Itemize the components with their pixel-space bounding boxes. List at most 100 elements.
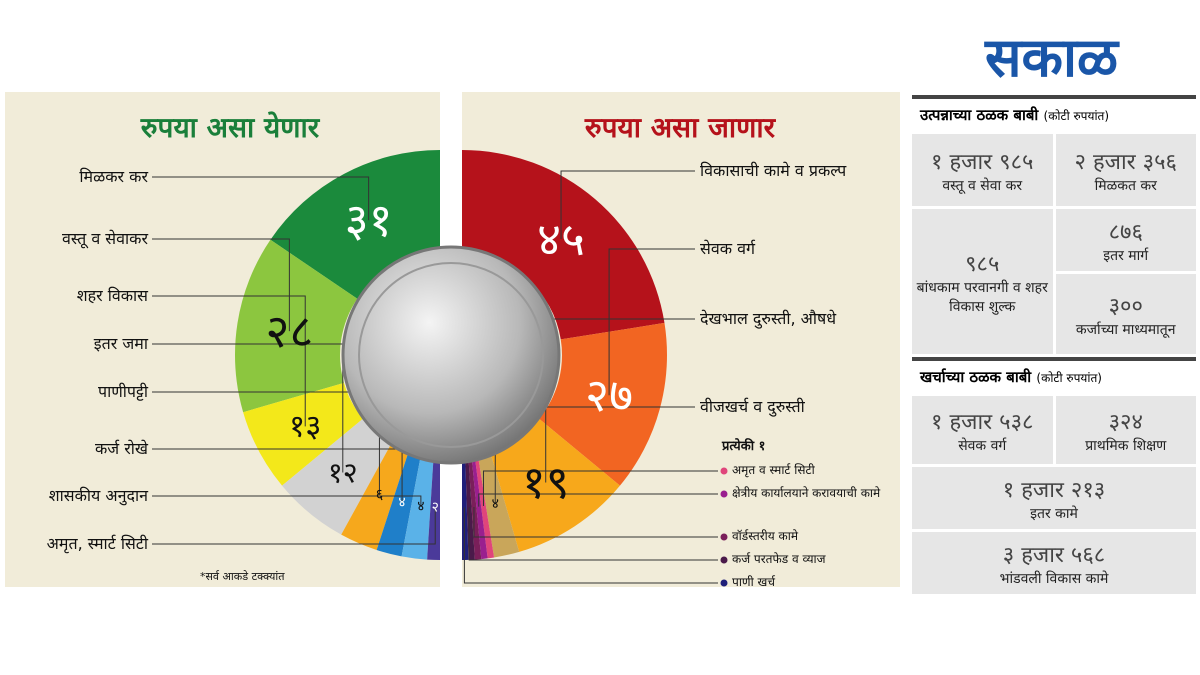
category-label: पाणी खर्च bbox=[732, 575, 775, 589]
slice bbox=[401, 453, 434, 560]
note: *सर्व आकडे टक्क्यांत bbox=[200, 570, 285, 583]
legend-dot bbox=[720, 556, 728, 564]
cell: ३२४ प्राथमिक शिक्षण bbox=[1055, 396, 1196, 464]
cell-value: २ हजार ३५६ bbox=[1074, 149, 1177, 175]
chart-title: रुपया असा जाणार bbox=[584, 111, 776, 144]
slice bbox=[489, 418, 620, 552]
leader-line bbox=[468, 507, 718, 561]
cell-label: इतर कामे bbox=[1030, 505, 1078, 522]
value-label: ४ bbox=[492, 496, 499, 512]
section-unit: (कोटी रुपयांत) bbox=[1036, 371, 1102, 385]
logo: सकाळ bbox=[985, 26, 1119, 89]
slice bbox=[477, 451, 520, 558]
cell-value: ३ हजार ५६८ bbox=[1002, 542, 1106, 568]
category-label: कर्ज परतफेड व व्याज bbox=[732, 552, 826, 566]
note: प्रत्येकी १ bbox=[722, 439, 766, 454]
coin bbox=[341, 245, 561, 465]
cell: १ हजार ९८५ वस्तू व सेवा कर bbox=[912, 134, 1053, 206]
leader-line bbox=[478, 493, 718, 507]
cell-value: ३०० bbox=[1108, 293, 1143, 319]
value-label: ४ bbox=[417, 498, 424, 514]
slice bbox=[282, 418, 392, 535]
cell-value: ८७६ bbox=[1108, 219, 1143, 245]
legend-dot bbox=[720, 490, 728, 498]
slice bbox=[427, 454, 440, 560]
category-label: विकासाची कामे व प्रकल्प bbox=[700, 161, 847, 180]
cell-value: १ हजार २१३ bbox=[1002, 477, 1106, 503]
chart-title: रुपया असा येणार bbox=[140, 111, 320, 144]
slice bbox=[462, 454, 469, 560]
category-label: अमृत व स्मार्ट सिटी bbox=[732, 463, 815, 477]
section-title: खर्चाच्या ठळक बाबी bbox=[920, 368, 1032, 386]
leader-line bbox=[152, 238, 290, 332]
slice bbox=[474, 453, 495, 559]
cell-value: ९८५ bbox=[965, 251, 1000, 277]
coin-rim bbox=[358, 262, 544, 448]
cell: १ हजार २१३ इतर कामे bbox=[912, 467, 1196, 529]
slice bbox=[462, 150, 665, 340]
cell: १ हजार ५३८ सेवक वर्ग bbox=[912, 396, 1053, 464]
category-label: वीजखर्च व दुरुस्ती bbox=[700, 397, 805, 416]
slice bbox=[539, 322, 667, 486]
category-label: क्षेत्रीय कार्यालयाने करावयाची कामे bbox=[732, 486, 881, 500]
category-label: शहर विकास bbox=[76, 286, 148, 305]
slice bbox=[376, 450, 422, 557]
category-label: वस्तू व सेवाकर bbox=[62, 229, 148, 248]
slice bbox=[235, 239, 358, 413]
section-header: उत्पन्नाच्या ठळक बाबी (कोटी रुपयांत) bbox=[912, 95, 1196, 131]
cell-label: इतर मार्ग bbox=[1103, 247, 1149, 264]
legend-dot bbox=[720, 467, 728, 475]
leader-line bbox=[152, 176, 370, 221]
value-label: १९ bbox=[522, 456, 569, 509]
leader-line bbox=[560, 170, 695, 240]
cell: ८७६ इतर मार्ग bbox=[1055, 209, 1196, 271]
leader-line bbox=[463, 507, 718, 584]
cell-label: प्राथमिक शिक्षण bbox=[1085, 437, 1167, 454]
value-label: १२ bbox=[328, 456, 358, 490]
cell-label: भांडवली विकास कामे bbox=[999, 570, 1109, 587]
category-label: पाणीपट्टी bbox=[97, 382, 148, 401]
leader-line bbox=[152, 495, 422, 507]
section-unit: (कोटी रुपयांत) bbox=[1043, 109, 1110, 123]
slice bbox=[243, 382, 363, 486]
cell-label: मिळकत कर bbox=[1094, 177, 1157, 194]
cell-label: वस्तू व सेवा कर bbox=[942, 177, 1023, 194]
cell-label: बांधकाम परवानगी व शहर विकास शुल्क bbox=[916, 279, 1048, 315]
cell-value: १ हजार ५३८ bbox=[931, 409, 1034, 435]
cell-value: ३२४ bbox=[1108, 409, 1143, 435]
legend-dot bbox=[720, 533, 728, 541]
slice bbox=[471, 454, 488, 560]
category-label: वॉर्डस्तरीय कामे bbox=[732, 529, 798, 543]
leader-line bbox=[152, 507, 436, 545]
legend-dot bbox=[720, 579, 728, 587]
category-label: देखभाल दुरुस्ती, औषधे bbox=[700, 309, 837, 328]
value-label: १३ bbox=[289, 408, 321, 444]
slice bbox=[468, 454, 482, 560]
leader-line bbox=[473, 507, 718, 538]
value-label: २८ bbox=[265, 304, 313, 358]
category-label: सेवक वर्ग bbox=[700, 239, 755, 258]
value-label: २ bbox=[432, 499, 439, 515]
slice bbox=[465, 454, 475, 560]
cell: ३ हजार ५६८ भांडवली विकास कामे bbox=[912, 532, 1196, 594]
leader-line bbox=[152, 295, 306, 427]
category-label: इतर जमा bbox=[93, 334, 148, 353]
cell-value: १ हजार ९८५ bbox=[931, 149, 1034, 175]
category-label: शासकीय अनुदान bbox=[48, 486, 148, 505]
section-title: उत्पन्नाच्या ठळक बाबी bbox=[920, 106, 1039, 124]
value-label: ४ bbox=[398, 495, 405, 511]
cell-label: सेवक वर्ग bbox=[958, 437, 1007, 454]
value-label: ३१ bbox=[345, 193, 393, 247]
value-label: २७ bbox=[585, 368, 633, 422]
category-label: अमृत, स्मार्ट सिटी bbox=[46, 534, 148, 553]
cell-label: कर्जाच्या माध्यमातून bbox=[1075, 321, 1176, 338]
category-label: मिळकर कर bbox=[79, 167, 148, 186]
cell: ३०० कर्जाच्या माध्यमातून bbox=[1055, 274, 1196, 354]
cell: २ हजार ३५६ मिळकत कर bbox=[1055, 134, 1196, 206]
cell: ९८५ बांधकाम परवानगी व शहर विकास शुल्क bbox=[912, 209, 1053, 354]
section-header: खर्चाच्या ठळक बाबी (कोटी रुपयांत) bbox=[912, 357, 1196, 393]
category-label: कर्ज रोखे bbox=[94, 439, 148, 458]
value-label: ४५ bbox=[537, 212, 585, 266]
